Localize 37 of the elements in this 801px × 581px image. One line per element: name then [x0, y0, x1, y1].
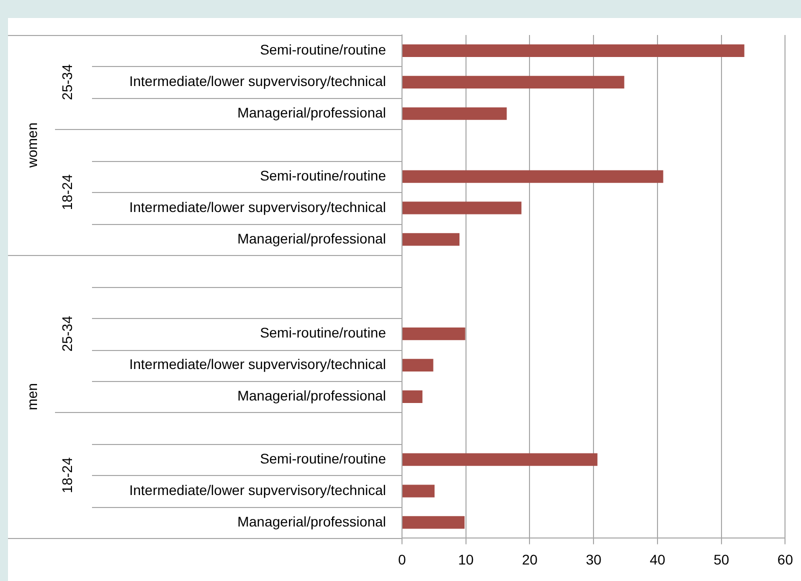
text: 18-24: [58, 174, 75, 210]
bar: [402, 516, 465, 529]
x-tick-label: 50: [714, 551, 730, 568]
bar: [402, 107, 507, 120]
bar: [402, 484, 435, 498]
y-tick-label: Managerial/professional: [237, 230, 386, 246]
bar: [402, 390, 422, 403]
y-tick-label: Semi-routine/routine: [260, 324, 386, 341]
text: women: [24, 122, 40, 169]
y-tick-label: Intermediate/lower supvervisory/technical: [129, 198, 386, 215]
bar: [402, 170, 664, 183]
text: men: [24, 383, 40, 410]
bar: [402, 76, 624, 88]
bar: [402, 327, 466, 340]
y-tick-label: Intermediate/lower supvervisory/technical: [129, 356, 386, 372]
bar: [402, 453, 598, 466]
text: 18-24: [58, 457, 75, 494]
y-tick-label: Semi-routine/routine: [260, 450, 386, 466]
bar: [402, 44, 744, 58]
y-tick-label: Intermediate/lower supvervisory/technical: [129, 73, 386, 90]
x-tick-label: 30: [586, 551, 602, 568]
bar: [402, 358, 434, 372]
y-tick-label: Managerial/professional: [237, 513, 386, 530]
text: 25-34: [58, 316, 75, 352]
y-tick-label: Semi-routine/routine: [260, 167, 386, 184]
text: 25-34: [58, 64, 75, 100]
x-tick-label: 40: [650, 551, 666, 568]
x-tick-label: 20: [522, 551, 538, 568]
x-tick-label: 10: [458, 551, 474, 568]
x-tick-label: 60: [777, 551, 794, 568]
y-tick-label: Managerial/professional: [237, 104, 386, 120]
bar: [402, 202, 522, 214]
x-tick-label: 0: [398, 551, 406, 568]
y-tick-label: Managerial/professional: [237, 388, 386, 404]
y-tick-label: Intermediate/lower supvervisory/technical: [129, 482, 386, 498]
bar: [402, 233, 460, 246]
y-tick-label: Semi-routine/routine: [260, 42, 386, 58]
